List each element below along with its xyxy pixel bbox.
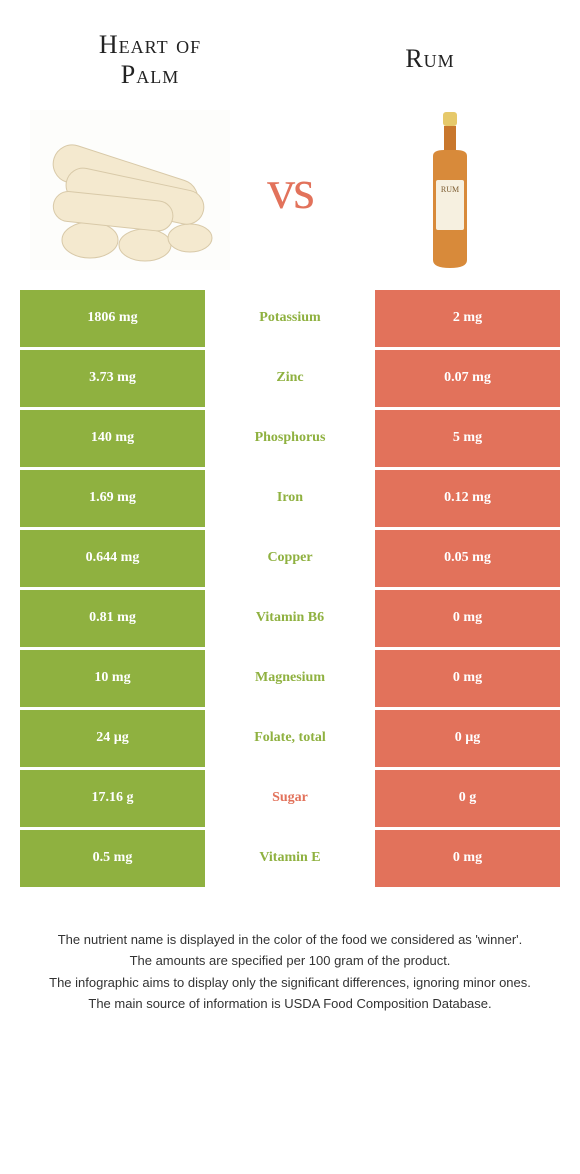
nutrient-label: Vitamin E bbox=[205, 830, 375, 887]
left-value: 140 mg bbox=[20, 410, 205, 467]
table-row: 0.5 mgVitamin E0 mg bbox=[20, 830, 560, 887]
left-value: 0.644 mg bbox=[20, 530, 205, 587]
right-value: 0 mg bbox=[375, 830, 560, 887]
table-row: 24 µgFolate, total0 µg bbox=[20, 710, 560, 767]
nutrient-label: Iron bbox=[205, 470, 375, 527]
nutrient-label: Phosphorus bbox=[205, 410, 375, 467]
nutrient-label: Copper bbox=[205, 530, 375, 587]
nutrient-label: Magnesium bbox=[205, 650, 375, 707]
right-value: 0 mg bbox=[375, 590, 560, 647]
left-food-title: Heart of Palm bbox=[50, 30, 250, 90]
svg-text:RUM: RUM bbox=[441, 185, 459, 194]
right-food-title: Rum bbox=[330, 30, 530, 90]
footer-notes: The nutrient name is displayed in the co… bbox=[0, 890, 580, 1014]
footer-line-4: The main source of information is USDA F… bbox=[30, 994, 550, 1014]
table-row: 1.69 mgIron0.12 mg bbox=[20, 470, 560, 527]
right-value: 0 mg bbox=[375, 650, 560, 707]
left-value: 0.81 mg bbox=[20, 590, 205, 647]
left-value: 0.5 mg bbox=[20, 830, 205, 887]
right-value: 2 mg bbox=[375, 290, 560, 347]
left-value: 1806 mg bbox=[20, 290, 205, 347]
nutrient-label: Zinc bbox=[205, 350, 375, 407]
right-value: 0 g bbox=[375, 770, 560, 827]
table-row: 0.81 mgVitamin B60 mg bbox=[20, 590, 560, 647]
left-value: 3.73 mg bbox=[20, 350, 205, 407]
nutrient-label: Sugar bbox=[205, 770, 375, 827]
header: Heart of Palm Rum bbox=[0, 0, 580, 100]
left-value: 1.69 mg bbox=[20, 470, 205, 527]
left-food-image bbox=[30, 110, 230, 270]
nutrient-label: Potassium bbox=[205, 290, 375, 347]
table-row: 0.644 mgCopper0.05 mg bbox=[20, 530, 560, 587]
nutrient-label: Vitamin B6 bbox=[205, 590, 375, 647]
table-row: 1806 mgPotassium2 mg bbox=[20, 290, 560, 347]
nutrient-table: 1806 mgPotassium2 mg3.73 mgZinc0.07 mg14… bbox=[20, 290, 560, 887]
right-value: 5 mg bbox=[375, 410, 560, 467]
left-value: 17.16 g bbox=[20, 770, 205, 827]
table-row: 140 mgPhosphorus5 mg bbox=[20, 410, 560, 467]
vs-label: vs bbox=[267, 158, 313, 222]
footer-line-3: The infographic aims to display only the… bbox=[30, 973, 550, 993]
left-value: 24 µg bbox=[20, 710, 205, 767]
right-food-image: RUM bbox=[350, 110, 550, 270]
right-title: Rum bbox=[405, 44, 454, 73]
left-value: 10 mg bbox=[20, 650, 205, 707]
table-row: 17.16 gSugar0 g bbox=[20, 770, 560, 827]
table-row: 10 mgMagnesium0 mg bbox=[20, 650, 560, 707]
nutrient-label: Folate, total bbox=[205, 710, 375, 767]
left-title-line1: Heart of bbox=[99, 30, 201, 59]
footer-line-1: The nutrient name is displayed in the co… bbox=[30, 930, 550, 950]
table-row: 3.73 mgZinc0.07 mg bbox=[20, 350, 560, 407]
footer-line-2: The amounts are specified per 100 gram o… bbox=[30, 951, 550, 971]
image-row: vs RUM bbox=[0, 100, 580, 290]
right-value: 0.12 mg bbox=[375, 470, 560, 527]
right-value: 0 µg bbox=[375, 710, 560, 767]
right-value: 0.05 mg bbox=[375, 530, 560, 587]
right-value: 0.07 mg bbox=[375, 350, 560, 407]
left-title-line2: Palm bbox=[121, 60, 179, 89]
